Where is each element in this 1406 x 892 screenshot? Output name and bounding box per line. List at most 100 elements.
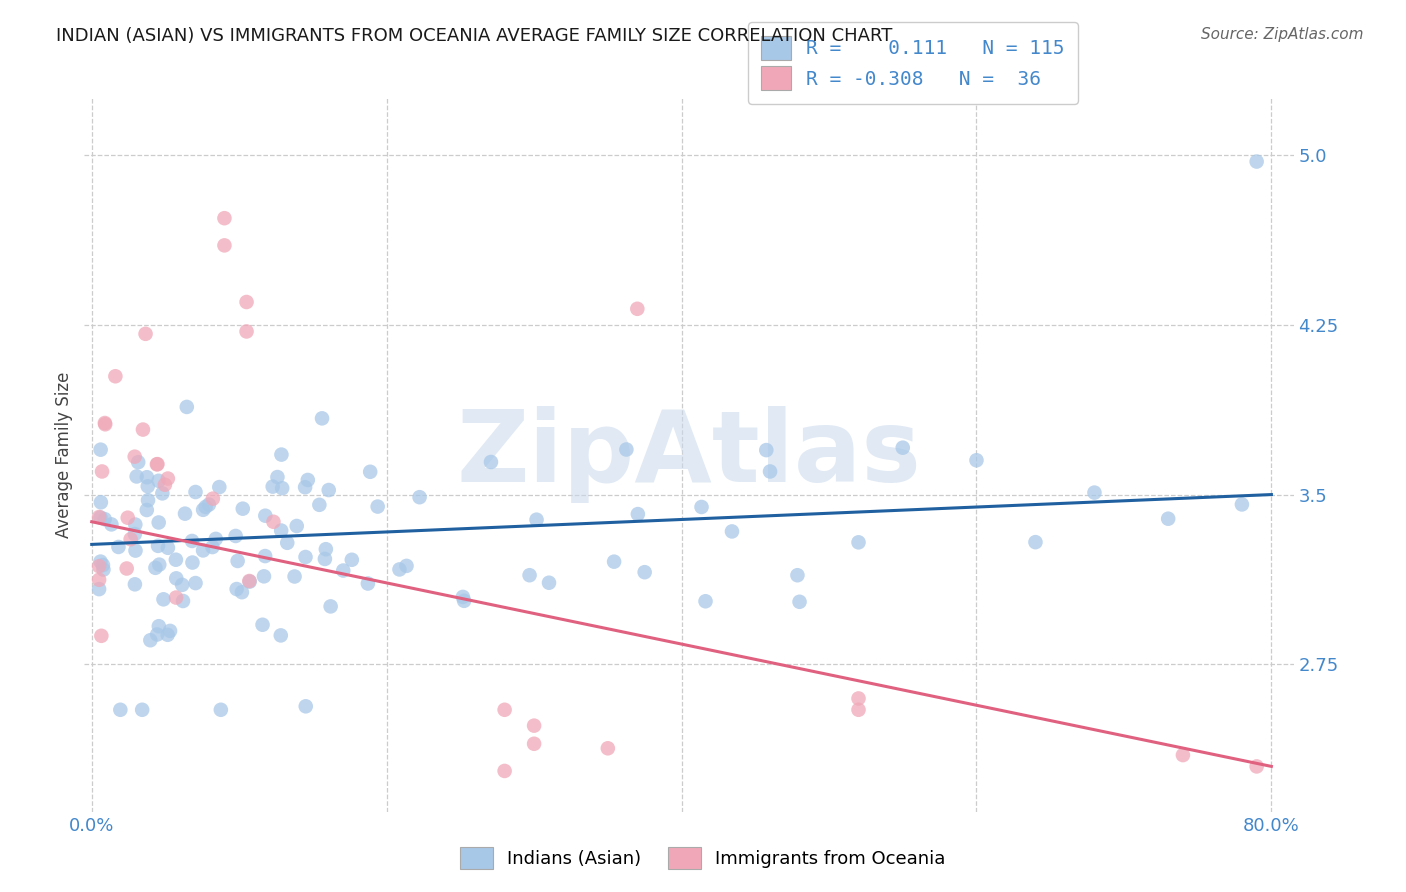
Point — [254, 549, 277, 563]
Point — [124, 517, 146, 532]
Point — [523, 737, 546, 751]
Point — [165, 571, 187, 585]
Point — [318, 483, 340, 497]
Point — [184, 576, 207, 591]
Point — [87, 573, 110, 587]
Point — [146, 458, 169, 472]
Point — [165, 591, 187, 605]
Point — [184, 485, 207, 500]
Point — [357, 576, 380, 591]
Point — [145, 561, 167, 575]
Point — [100, 517, 122, 532]
Point — [519, 568, 541, 582]
Point — [1246, 759, 1268, 773]
Point — [254, 508, 277, 523]
Point — [159, 624, 181, 638]
Point — [91, 465, 114, 479]
Point — [494, 764, 516, 778]
Point — [146, 627, 169, 641]
Point — [284, 569, 307, 583]
Point — [966, 453, 988, 467]
Point — [270, 448, 292, 462]
Point — [537, 575, 560, 590]
Point — [294, 699, 316, 714]
Point — [848, 703, 870, 717]
Point — [311, 411, 333, 425]
Point — [308, 498, 330, 512]
Point — [107, 540, 129, 554]
Point — [239, 574, 262, 589]
Point — [191, 503, 214, 517]
Point — [148, 474, 170, 488]
Point — [627, 507, 650, 521]
Point — [152, 592, 174, 607]
Point — [235, 295, 257, 310]
Point — [165, 552, 187, 566]
Point — [262, 515, 284, 529]
Text: ZipAtlas: ZipAtlas — [457, 407, 921, 503]
Point — [232, 501, 254, 516]
Point — [87, 559, 110, 574]
Point — [253, 569, 276, 583]
Point — [789, 595, 811, 609]
Point — [359, 465, 381, 479]
Point — [194, 500, 217, 514]
Point — [1230, 497, 1253, 511]
Point — [616, 442, 638, 457]
Point — [596, 741, 619, 756]
Point — [526, 513, 548, 527]
Point — [156, 541, 179, 555]
Point — [172, 578, 194, 592]
Point — [294, 480, 316, 494]
Point — [204, 532, 226, 546]
Point — [174, 507, 197, 521]
Point — [235, 325, 257, 339]
Point — [494, 703, 516, 717]
Point — [208, 480, 231, 494]
Point — [90, 510, 112, 524]
Point — [891, 441, 914, 455]
Point — [198, 498, 221, 512]
Point — [209, 703, 232, 717]
Point — [226, 554, 249, 568]
Point — [1083, 485, 1105, 500]
Point — [148, 619, 170, 633]
Point — [93, 563, 115, 577]
Point — [89, 555, 111, 569]
Point — [238, 574, 260, 588]
Point — [848, 535, 870, 549]
Point — [759, 465, 782, 479]
Point — [125, 469, 148, 483]
Point — [135, 470, 157, 484]
Point — [94, 416, 117, 430]
Point — [266, 470, 288, 484]
Point — [135, 326, 157, 341]
Point — [285, 519, 308, 533]
Point — [395, 558, 418, 573]
Point — [1157, 512, 1180, 526]
Point — [124, 527, 146, 541]
Point — [214, 211, 236, 226]
Point — [91, 558, 114, 572]
Point — [115, 561, 138, 575]
Point — [191, 543, 214, 558]
Point — [1171, 748, 1194, 763]
Point — [148, 516, 170, 530]
Point — [276, 536, 298, 550]
Point — [479, 455, 502, 469]
Point — [132, 423, 155, 437]
Point — [131, 703, 153, 717]
Y-axis label: Average Family Size: Average Family Size — [55, 372, 73, 538]
Point — [319, 599, 342, 614]
Point — [104, 369, 127, 384]
Point — [135, 503, 157, 517]
Point — [1246, 154, 1268, 169]
Point — [367, 500, 389, 514]
Legend: Indians (Asian), Immigrants from Oceania: Indians (Asian), Immigrants from Oceania — [451, 838, 955, 879]
Point — [201, 491, 224, 506]
Point — [1024, 535, 1046, 549]
Point — [90, 629, 112, 643]
Point — [451, 590, 474, 604]
Point — [270, 524, 292, 538]
Point — [93, 512, 115, 526]
